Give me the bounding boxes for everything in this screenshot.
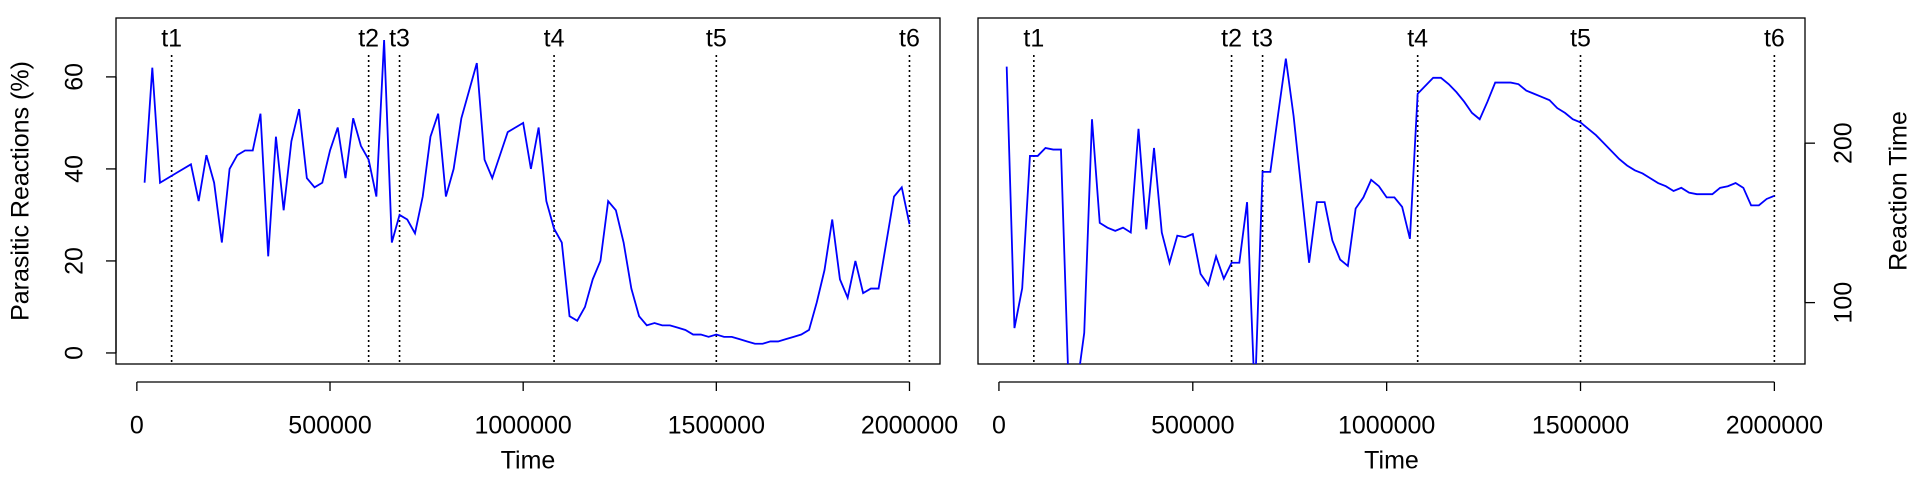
y-tick-label: 200 — [1830, 122, 1858, 164]
event-label: t1 — [1023, 25, 1044, 53]
x-tick-label: 0 — [992, 412, 1006, 440]
x-axis-label: Time — [501, 447, 556, 475]
x-tick-label: 2000000 — [1726, 412, 1823, 440]
event-label: t3 — [389, 25, 410, 53]
plot-frame — [977, 17, 1806, 365]
event-label: t4 — [1407, 25, 1428, 53]
y-tick-label: 40 — [61, 155, 89, 183]
event-label: t2 — [358, 25, 379, 53]
x-tick-label: 1500000 — [1532, 412, 1629, 440]
y-axis-label: Parasitic Reactions (%) — [7, 61, 35, 321]
event-label: t6 — [899, 25, 920, 53]
event-label: t2 — [1221, 25, 1242, 53]
plot-area — [143, 40, 911, 345]
y-tick-label: 60 — [61, 63, 89, 91]
event-label: t5 — [706, 25, 727, 53]
data-line — [143, 40, 911, 345]
plot-area — [1005, 58, 1775, 364]
event-label: t3 — [1252, 25, 1273, 53]
event-label: t6 — [1764, 25, 1785, 53]
event-label: t4 — [544, 25, 565, 53]
event-label: t1 — [161, 25, 182, 53]
y-tick-label: 100 — [1830, 282, 1858, 324]
y-axis-label: Reaction Time — [1885, 111, 1913, 271]
x-tick-label: 1500000 — [668, 412, 765, 440]
x-tick-label: 500000 — [288, 412, 371, 440]
y-tick-label: 20 — [61, 247, 89, 275]
x-tick-label: 500000 — [1151, 412, 1234, 440]
x-tick-label: 0 — [130, 412, 144, 440]
y-tick-label: 0 — [61, 346, 89, 360]
plot-frame — [115, 17, 941, 365]
x-axis-label: Time — [1364, 447, 1419, 475]
x-tick-label: 1000000 — [475, 412, 572, 440]
event-label: t5 — [1570, 25, 1591, 53]
x-tick-label: 1000000 — [1338, 412, 1435, 440]
data-line — [1005, 58, 1775, 364]
x-tick-label: 2000000 — [861, 412, 958, 440]
